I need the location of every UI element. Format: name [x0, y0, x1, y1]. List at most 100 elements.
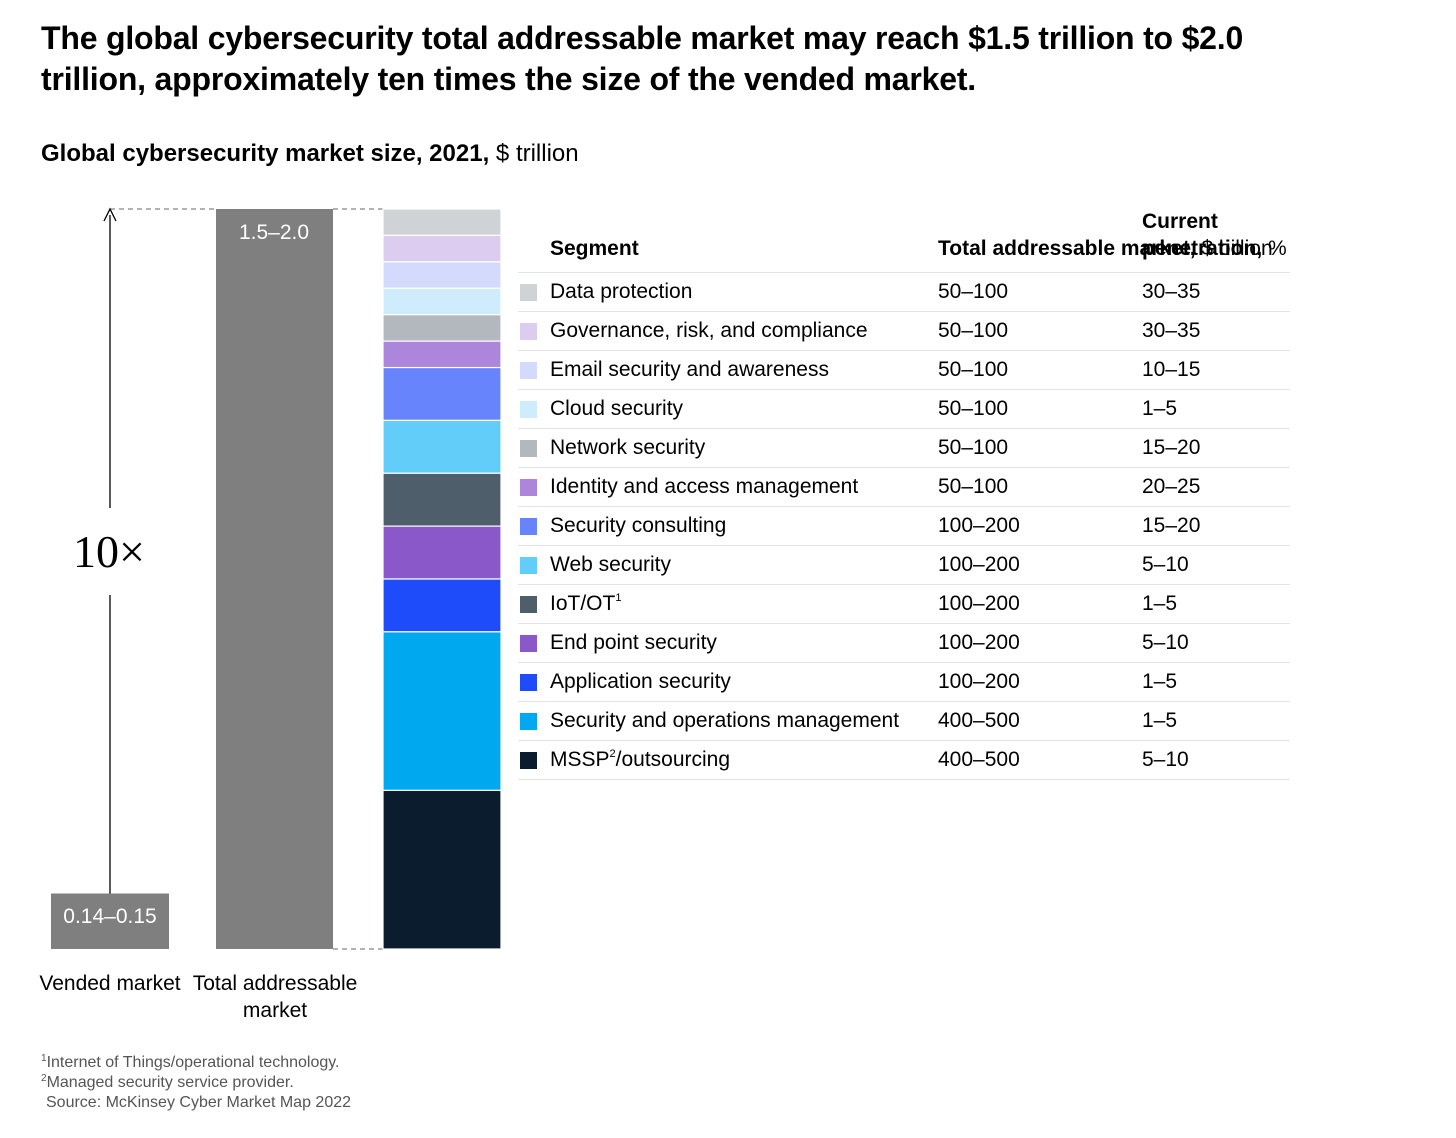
header-penetration: Current penetration, %	[1142, 210, 1287, 260]
segment-table-header: Segment Total addressable market, $ bill…	[518, 205, 1290, 273]
segment-name: Web security	[550, 553, 671, 576]
legend-swatch	[520, 752, 537, 769]
headline: The global cybersecurity total addressab…	[41, 20, 1244, 97]
category-label-tam: Total addressable market	[192, 972, 358, 1022]
segment-name: Data protection	[550, 280, 693, 303]
table-row: End point security 100–200 5–10	[518, 624, 1290, 663]
segment-penetration: 5–10	[1142, 553, 1189, 576]
chart-subtitle: Global cybersecurity market size, 2021, …	[41, 140, 579, 168]
table-row: Cloud security 50–100 1–5	[518, 390, 1290, 429]
stack-segment-iot-ot	[382, 472, 502, 527]
table-row: Web security 100–200 5–10	[518, 546, 1290, 585]
stack-segment-application-security	[382, 578, 502, 633]
bar-label-vended: 0.14–0.15	[63, 905, 156, 928]
segment-name: Security and operations management	[550, 709, 900, 732]
footnote-2: 2Managed security service provider.	[41, 1073, 294, 1092]
stack-segment-web-security	[382, 419, 502, 474]
legend-swatch	[520, 713, 537, 730]
header-segment: Segment	[550, 237, 639, 260]
legend-swatch	[520, 284, 537, 301]
legend-swatch	[520, 557, 537, 574]
segment-penetration: 30–35	[1142, 280, 1201, 303]
table-row: Email security and awareness 50–100 10–15	[518, 351, 1290, 390]
table-row: Security and operations management 400–50…	[518, 702, 1290, 741]
stack-segment-email-security-and-awareness	[382, 261, 502, 289]
market-size-chart: 0.14–0.15 1.5–2.0 10×	[51, 207, 502, 950]
segment-tam: 50–100	[938, 280, 1009, 303]
segment-tam: 100–200	[938, 514, 1020, 537]
segment-tam: 100–200	[938, 631, 1020, 654]
segment-penetration: 15–20	[1142, 514, 1201, 537]
segment-name: Network security	[550, 436, 706, 459]
table-row: Application security 100–200 1–5	[518, 663, 1290, 702]
segment-penetration: 10–15	[1142, 358, 1201, 381]
stack-segment-network-security	[382, 314, 502, 342]
segment-penetration: 1–5	[1142, 592, 1178, 615]
legend-swatch	[520, 362, 537, 379]
legend-swatch	[520, 440, 537, 457]
bar-total-addressable-market	[216, 209, 333, 949]
stack-segment-security-consulting	[382, 366, 502, 422]
segment-table: Segment Total addressable market, $ bill…	[518, 205, 1290, 780]
segment-penetration: 15–20	[1142, 436, 1201, 459]
legend-swatch	[520, 323, 537, 340]
table-row: Identity and access management 50–100 20–2…	[518, 468, 1290, 507]
bar-vended-market	[51, 893, 169, 949]
segment-tam: 50–100	[938, 475, 1009, 498]
stack-segment-security-and-operations-management	[382, 631, 502, 792]
table-row: Data protection 50–100 30–35	[518, 273, 1290, 312]
segment-name: Security consulting	[550, 514, 727, 537]
legend-swatch	[520, 674, 537, 691]
table-row: Governance, risk, and compliance 50–100 30…	[518, 312, 1290, 351]
segment-penetration: 1–5	[1142, 397, 1178, 420]
segment-tam: 100–200	[938, 553, 1020, 576]
stack-segment-identity-and-access-management	[382, 340, 502, 369]
segment-name: IoT/OT1	[550, 592, 622, 615]
table-row: IoT/OT1 100–200 1–5	[518, 585, 1290, 624]
subtitle-bold: Global cybersecurity market size, 2021,	[41, 140, 490, 167]
stack-segment-data-protection	[382, 208, 502, 237]
multiplier-label: 10×	[73, 526, 145, 577]
legend-swatch	[520, 596, 537, 613]
legend-swatch	[520, 518, 537, 535]
footnotes: 1Internet of Things/operational technolo…	[41, 1053, 351, 1113]
stack-segment-end-point-security	[382, 525, 502, 580]
table-row: Security consulting 100–200 15–20	[518, 507, 1290, 546]
table-row: MSSP2/outsourcing 400–500 5–10	[518, 741, 1290, 780]
segment-tam: 50–100	[938, 436, 1009, 459]
legend-swatch	[520, 635, 537, 652]
segment-penetration: 20–25	[1142, 475, 1201, 498]
segment-name: MSSP2/outsourcing	[550, 748, 731, 771]
segment-name: Application security	[550, 670, 731, 693]
segment-penetration: 1–5	[1142, 670, 1178, 693]
segment-penetration: 1–5	[1142, 709, 1178, 732]
segment-tam: 100–200	[938, 670, 1020, 693]
legend-swatch	[520, 401, 537, 418]
segment-tam: 400–500	[938, 748, 1020, 771]
stack-segment-governance-risk-and-compliance	[382, 234, 502, 263]
header-tam: Total addressable market, $ billion	[938, 237, 1273, 260]
category-label-vended: Vended market	[39, 972, 181, 995]
source-note: Source: McKinsey Cyber Market Map 2022	[46, 1094, 352, 1111]
segment-name: Identity and access management	[550, 475, 859, 498]
stack-segment-cloud-security	[382, 287, 502, 316]
segment-name: Governance, risk, and compliance	[550, 319, 868, 342]
bar-label-tam: 1.5–2.0	[239, 221, 309, 244]
segment-tam: 50–100	[938, 358, 1009, 381]
segment-tam: 50–100	[938, 319, 1009, 342]
subtitle-unit: $ trillion	[495, 140, 579, 167]
segment-name: Cloud security	[550, 397, 684, 420]
segment-rows: Data protection 50–100 30–35 Governance, ri…	[518, 273, 1290, 780]
table-row: Network security 50–100 15–20	[518, 429, 1290, 468]
segment-tam: 100–200	[938, 592, 1020, 615]
segment-penetration: 30–35	[1142, 319, 1201, 342]
segment-penetration: 5–10	[1142, 631, 1189, 654]
segment-tam: 400–500	[938, 709, 1020, 732]
segment-penetration: 5–10	[1142, 748, 1189, 771]
segment-name: End point security	[550, 631, 717, 654]
segment-tam: 50–100	[938, 397, 1009, 420]
multiplier-arrowhead	[103, 207, 117, 222]
footnote-1: 1Internet of Things/operational technolo…	[41, 1053, 340, 1072]
segment-name: Email security and awareness	[550, 358, 829, 381]
stack-segment-mssp	[382, 789, 502, 950]
